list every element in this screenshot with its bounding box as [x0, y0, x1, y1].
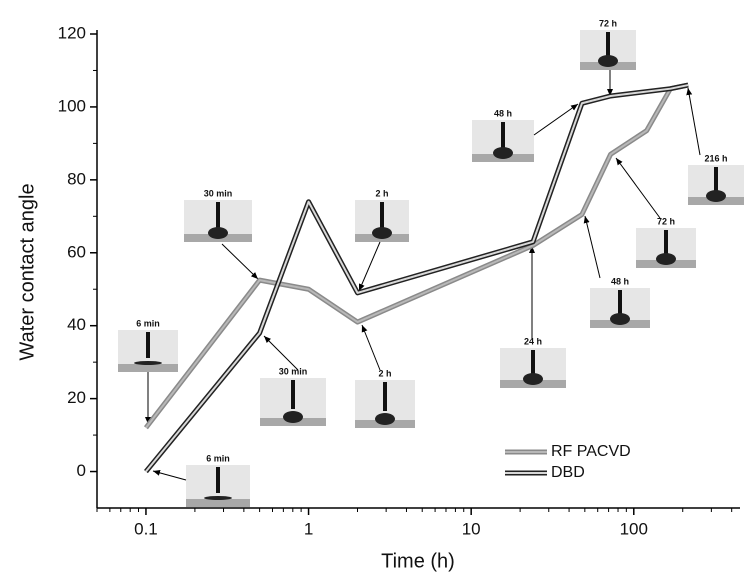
y-axis-title: Water contact angle — [16, 183, 38, 360]
series-line-highlight — [145, 84, 689, 473]
x-tick-label: 0.1 — [134, 519, 158, 538]
inset-needle — [501, 122, 505, 148]
annotation-arrow — [583, 215, 601, 279]
annotation-label: 72 h — [657, 216, 675, 226]
inset-droplet — [610, 313, 630, 325]
annotation-label: 30 min — [279, 366, 308, 376]
x-tick-label: 10 — [462, 519, 481, 538]
inset-droplet — [598, 55, 618, 67]
annotation-label: 6 min — [206, 453, 230, 463]
inset-droplet — [375, 413, 395, 425]
inset-needle — [531, 350, 535, 375]
legend-label: DBD — [551, 464, 585, 481]
annotation-arrow — [152, 469, 187, 481]
annotation-arrow — [686, 87, 701, 156]
annotation-label: 30 min — [204, 188, 233, 198]
annotation-label: 2 h — [375, 188, 388, 198]
y-tick-label: 80 — [67, 169, 86, 188]
inset-droplet — [283, 411, 303, 423]
annotation-arrow — [533, 103, 579, 136]
y-tick-label: 60 — [67, 242, 86, 261]
inset-droplet — [706, 190, 726, 202]
annotation-arrow — [358, 241, 381, 292]
annotation-label: 2 h — [378, 368, 391, 378]
inset-needle — [664, 230, 668, 255]
y-tick-label: 120 — [58, 23, 86, 42]
inset-droplet — [204, 496, 232, 500]
y-tick-label: 20 — [67, 388, 86, 407]
y-tick-label: 0 — [77, 461, 86, 480]
x-tick-label: 1 — [304, 519, 313, 538]
annotation-label: 6 min — [136, 318, 160, 328]
annotation-label: 216 h — [704, 153, 727, 163]
x-tick-label: 100 — [620, 519, 648, 538]
legend-label: RF PACVD — [551, 443, 631, 460]
series-line — [143, 82, 689, 430]
annotation-label: 48 h — [494, 108, 512, 118]
inset-needle — [146, 332, 150, 358]
series-line — [144, 82, 689, 474]
y-tick-label: 40 — [67, 315, 86, 334]
x-axis-title: Time (h) — [381, 550, 455, 572]
inset-surface — [118, 364, 178, 372]
annotation-label: 72 h — [599, 18, 617, 28]
annotation-label: 48 h — [611, 276, 629, 286]
y-tick-label: 100 — [58, 96, 86, 115]
inset-needle — [383, 382, 387, 411]
inset-needle — [291, 380, 295, 409]
inset-needle — [216, 467, 220, 493]
inset-surface — [186, 499, 250, 507]
inset-needle — [606, 32, 610, 57]
annotation-arrow — [263, 335, 299, 371]
annotation-arrow — [221, 243, 259, 280]
inset-droplet — [372, 227, 392, 239]
annotation-label: 24 h — [524, 336, 542, 346]
annotation-arrow — [361, 324, 381, 371]
series-line-highlight — [145, 84, 689, 429]
inset-droplet — [493, 147, 513, 159]
inset-droplet — [523, 373, 543, 385]
inset-droplet — [134, 361, 162, 365]
inset-needle — [216, 202, 220, 228]
inset-needle — [714, 167, 718, 192]
inset-needle — [618, 290, 622, 315]
annotation-arrow — [615, 157, 661, 219]
inset-droplet — [656, 253, 676, 265]
inset-needle — [380, 202, 384, 228]
inset-droplet — [208, 227, 228, 239]
